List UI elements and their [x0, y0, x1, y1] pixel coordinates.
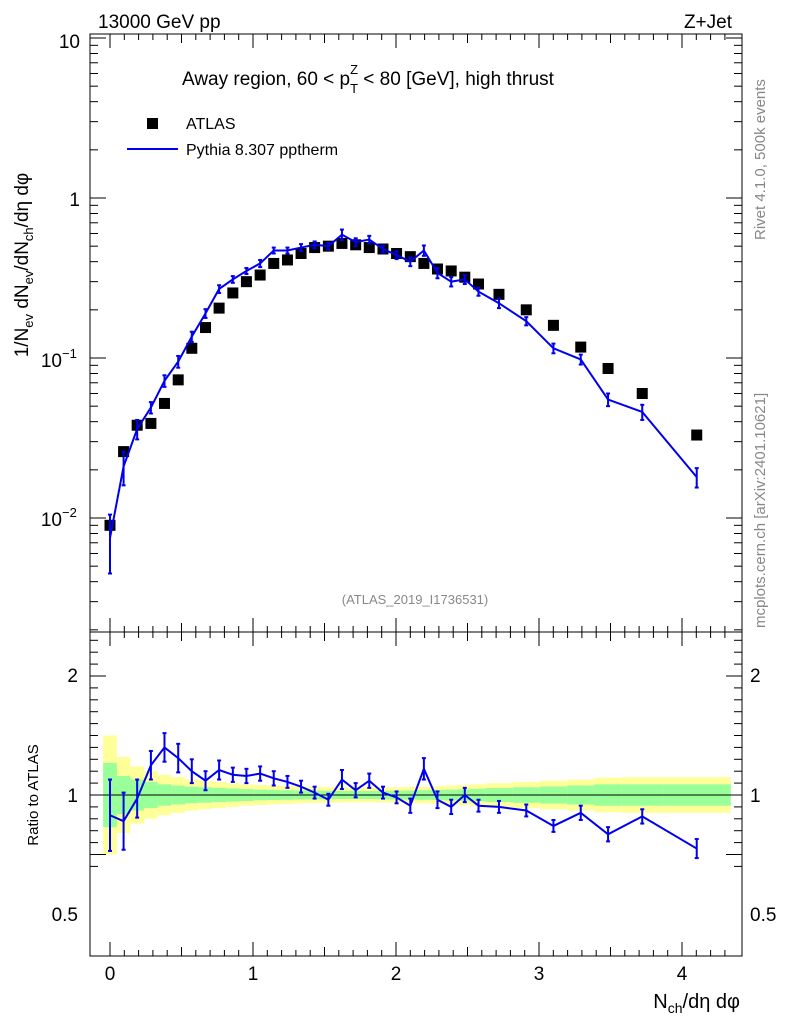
atlas-data-point [295, 247, 307, 259]
x-axis-label: Nch/dη dφ [653, 991, 740, 1016]
plot-title-superscript: Z [350, 62, 358, 77]
ratio-y-tick-right-2: 2 [750, 666, 761, 687]
plot-title: Away region, 60 < pTZ < 80 [GeV], high t… [182, 62, 555, 96]
energy-label: 13000 GeV pp [98, 12, 221, 33]
main-y-axis-label: 1/Nev dNev/dNch/dη dφ [12, 173, 36, 358]
rivet-label: Rivet 4.1.0, 500k events [752, 79, 769, 240]
ratio-y-tick-labels-right: 0.5 1 2 [750, 666, 776, 926]
main-y-tick-labels: 10 1 10 −1 10 −2 [41, 32, 80, 531]
y-tick-label-1: 1 [69, 190, 80, 211]
ratio-y-tick-right-0p5: 0.5 [750, 905, 776, 926]
atlas-data-point [418, 257, 430, 269]
atlas-data-point [268, 257, 280, 269]
ratio-y-tick-0p5: 0.5 [52, 905, 78, 926]
y-tick-label-0p01-exp: −2 [62, 505, 77, 520]
x-tick-2: 2 [391, 964, 402, 985]
process-label: Z+Jet [684, 12, 733, 33]
y-tick-label-0p1-exp: −1 [62, 346, 77, 361]
legend-atlas-marker [147, 118, 158, 129]
ratio-axis-ticks [90, 632, 742, 956]
atlas-data-point [520, 304, 532, 316]
atlas-data-point [281, 254, 293, 266]
ratio-y-axis-label: Ratio to ATLAS [25, 744, 42, 845]
atlas-data-point [575, 341, 587, 353]
atlas-data-point [240, 276, 252, 288]
ratio-y-tick-right-1: 1 [750, 786, 761, 807]
atlas-data-point [254, 269, 266, 281]
ratio-y-tick-1: 1 [67, 786, 78, 807]
atlas-data-point [186, 342, 198, 354]
main-axis-ticks [90, 34, 742, 632]
atlas-data-point [636, 387, 648, 399]
atlas-data-point [691, 429, 703, 441]
atlas-data-point [445, 265, 457, 277]
x-tick-4: 4 [677, 964, 688, 985]
x-tick-1: 1 [248, 964, 259, 985]
atlas-data-point [336, 237, 348, 249]
atlas-data-point [158, 397, 170, 409]
y-tick-label-0p01: 10 [41, 510, 62, 531]
y-tick-label-10: 10 [59, 32, 80, 53]
atlas-data-point [547, 319, 559, 331]
plot-title-subscript: T [350, 81, 358, 96]
plot-title-part-a: Away region, 60 < p [182, 69, 350, 90]
y-tick-label-0p1: 10 [41, 351, 62, 372]
atlas-data-point [493, 288, 505, 300]
analysis-id: (ATLAS_2019_I1736531) [342, 592, 488, 607]
atlas-data-point [200, 322, 212, 334]
x-tick-3: 3 [534, 964, 545, 985]
legend-atlas-label: ATLAS [186, 116, 236, 133]
x-tick-0: 0 [105, 964, 116, 985]
legend: ATLAS Pythia 8.307 pptherm [127, 116, 338, 159]
ratio-y-tick-2: 2 [67, 666, 78, 687]
pythia-line [109, 233, 698, 539]
legend-pythia-label: Pythia 8.307 pptherm [186, 142, 338, 159]
ratio-y-tick-labels-left: 0.5 1 2 [52, 666, 78, 926]
x-tick-labels: 0 1 2 3 4 [105, 964, 688, 985]
main-plot-panel: Away region, 60 < pTZ < 80 [GeV], high t… [12, 32, 743, 633]
atlas-data-point [602, 362, 614, 374]
plot-title-part-b: < 80 [GeV], high thrust [358, 69, 555, 90]
atlas-data-point [473, 278, 485, 290]
atlas-data-point [213, 302, 225, 314]
atlas-data-point [363, 242, 375, 254]
ratio-plot-frame [89, 631, 743, 957]
ratio-plot-panel: Ratio to ATLAS 0.5 1 2 0.5 1 2 0 1 2 3 4… [25, 631, 776, 1016]
atlas-data-point [172, 374, 184, 386]
ratio-plot-marks [108, 732, 699, 860]
site-label: mcplots.cern.ch [arXiv:2401.10621] [752, 393, 769, 628]
atlas-data-point [227, 287, 239, 299]
main-plot-marks [104, 228, 703, 575]
atlas-data-point [145, 417, 157, 429]
